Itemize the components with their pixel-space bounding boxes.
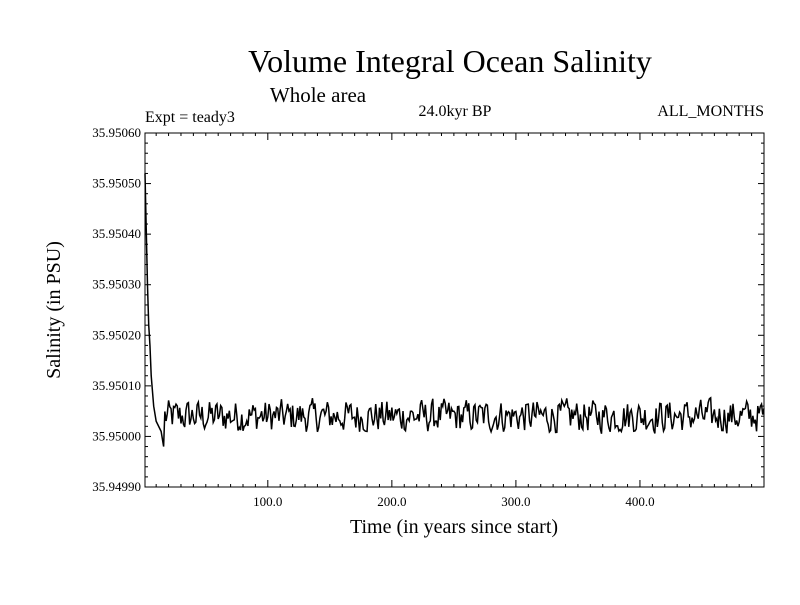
chart-subtitle: Whole area <box>270 83 367 107</box>
plot-frame <box>144 132 765 488</box>
x-axis-label: Time (in years since start) <box>350 516 558 538</box>
months-label: ALL_MONTHS <box>657 103 764 120</box>
period-label: 24.0kyr BP <box>419 103 492 120</box>
y-tick-label: 35.95040 <box>92 226 141 241</box>
minor-ticks <box>145 133 764 487</box>
y-tick-label: 35.94990 <box>92 479 141 494</box>
y-tick-label: 35.95010 <box>92 378 141 393</box>
x-tick-label: 300.0 <box>501 494 530 509</box>
x-tick-label: 400.0 <box>625 494 654 509</box>
series-line-salinity <box>144 173 765 447</box>
y-tick-label: 35.95020 <box>92 327 141 342</box>
x-axis-ticks: 100.0 200.0 300.0 400.0 <box>253 133 655 509</box>
y-tick-label: 35.95030 <box>92 277 141 292</box>
x-tick-label: 200.0 <box>377 494 406 509</box>
y-tick-label: 35.95000 <box>92 428 141 443</box>
y-axis-ticks: 35.94990 35.95000 35.95010 35.95020 35.95030… <box>92 125 764 494</box>
y-tick-label: 35.95060 <box>92 125 141 140</box>
y-tick-label: 35.95050 <box>92 176 141 191</box>
y-axis-label: Salinity (in PSU) <box>43 241 65 379</box>
x-tick-label: 100.0 <box>253 494 282 509</box>
experiment-label: Expt = teady3 <box>145 109 235 126</box>
chart-title: Volume Integral Ocean Salinity <box>248 43 652 79</box>
